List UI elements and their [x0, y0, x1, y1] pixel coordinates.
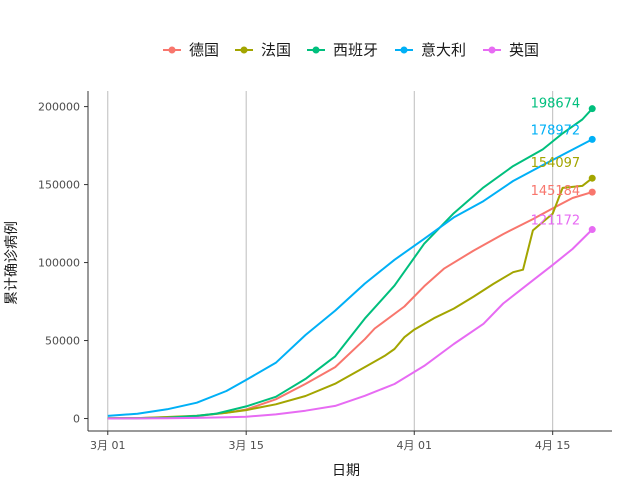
series-line-0 — [107, 191, 593, 420]
series-end-point-3 — [588, 135, 596, 143]
legend-label: 意大利 — [421, 41, 466, 59]
legend-item-0: 德国 — [163, 41, 219, 59]
legend-label: 德国 — [189, 41, 219, 59]
legend-label: 英国 — [509, 41, 539, 59]
end-label-3: 178972 — [531, 123, 581, 138]
x-tick-label: 3月 01 — [90, 439, 126, 452]
legend-item-4: 英国 — [483, 41, 539, 59]
end-label-2: 198674 — [531, 97, 581, 112]
y-tick-label: 150000 — [38, 179, 80, 192]
series-end-point-0 — [588, 188, 596, 196]
series-line-2 — [107, 108, 593, 420]
grid — [107, 91, 554, 431]
legend-label: 法国 — [261, 41, 291, 59]
legend-key-point — [488, 46, 496, 54]
y-tick-label: 50000 — [45, 335, 80, 348]
series-line-4 — [107, 228, 593, 420]
end-label-4: 121172 — [531, 214, 581, 229]
series-end-point-2 — [588, 105, 596, 113]
y-tick-label: 200000 — [38, 101, 80, 114]
legend-label: 西班牙 — [333, 41, 378, 59]
end-label-1: 154097 — [531, 156, 581, 171]
legend-item-2: 西班牙 — [307, 41, 378, 59]
y-tick-label: 100000 — [38, 257, 80, 270]
x-tick-label: 3月 15 — [228, 439, 264, 452]
series-layer — [107, 105, 596, 420]
legend-key-point — [312, 46, 320, 54]
legend-key-point — [240, 46, 248, 54]
end-label-0: 145184 — [531, 184, 581, 199]
legend: 德国 法国 西班牙 意大利 英国 — [163, 41, 539, 59]
series-end-point-4 — [588, 226, 596, 234]
x-tick-label: 4月 01 — [397, 439, 433, 452]
legend-item-1: 法国 — [235, 41, 291, 59]
legend-item-3: 意大利 — [395, 41, 466, 59]
axes: 3月 01 3月 15 4月 01 4月 15 0 50000 100000 150000 20… — [38, 91, 612, 452]
y-axis-title: 累计确诊病例 — [4, 221, 20, 305]
legend-key-point — [168, 46, 176, 54]
legend-key-point — [400, 46, 408, 54]
series-end-point-1 — [588, 174, 596, 182]
x-tick-label: 4月 15 — [535, 439, 571, 452]
series-line-3 — [107, 138, 593, 417]
x-axis-title: 日期 — [332, 463, 360, 479]
end-labels: 145184 154097 198674 178972 121172 — [531, 97, 581, 229]
series-line-1 — [107, 177, 593, 420]
y-tick-label: 0 — [73, 413, 80, 426]
